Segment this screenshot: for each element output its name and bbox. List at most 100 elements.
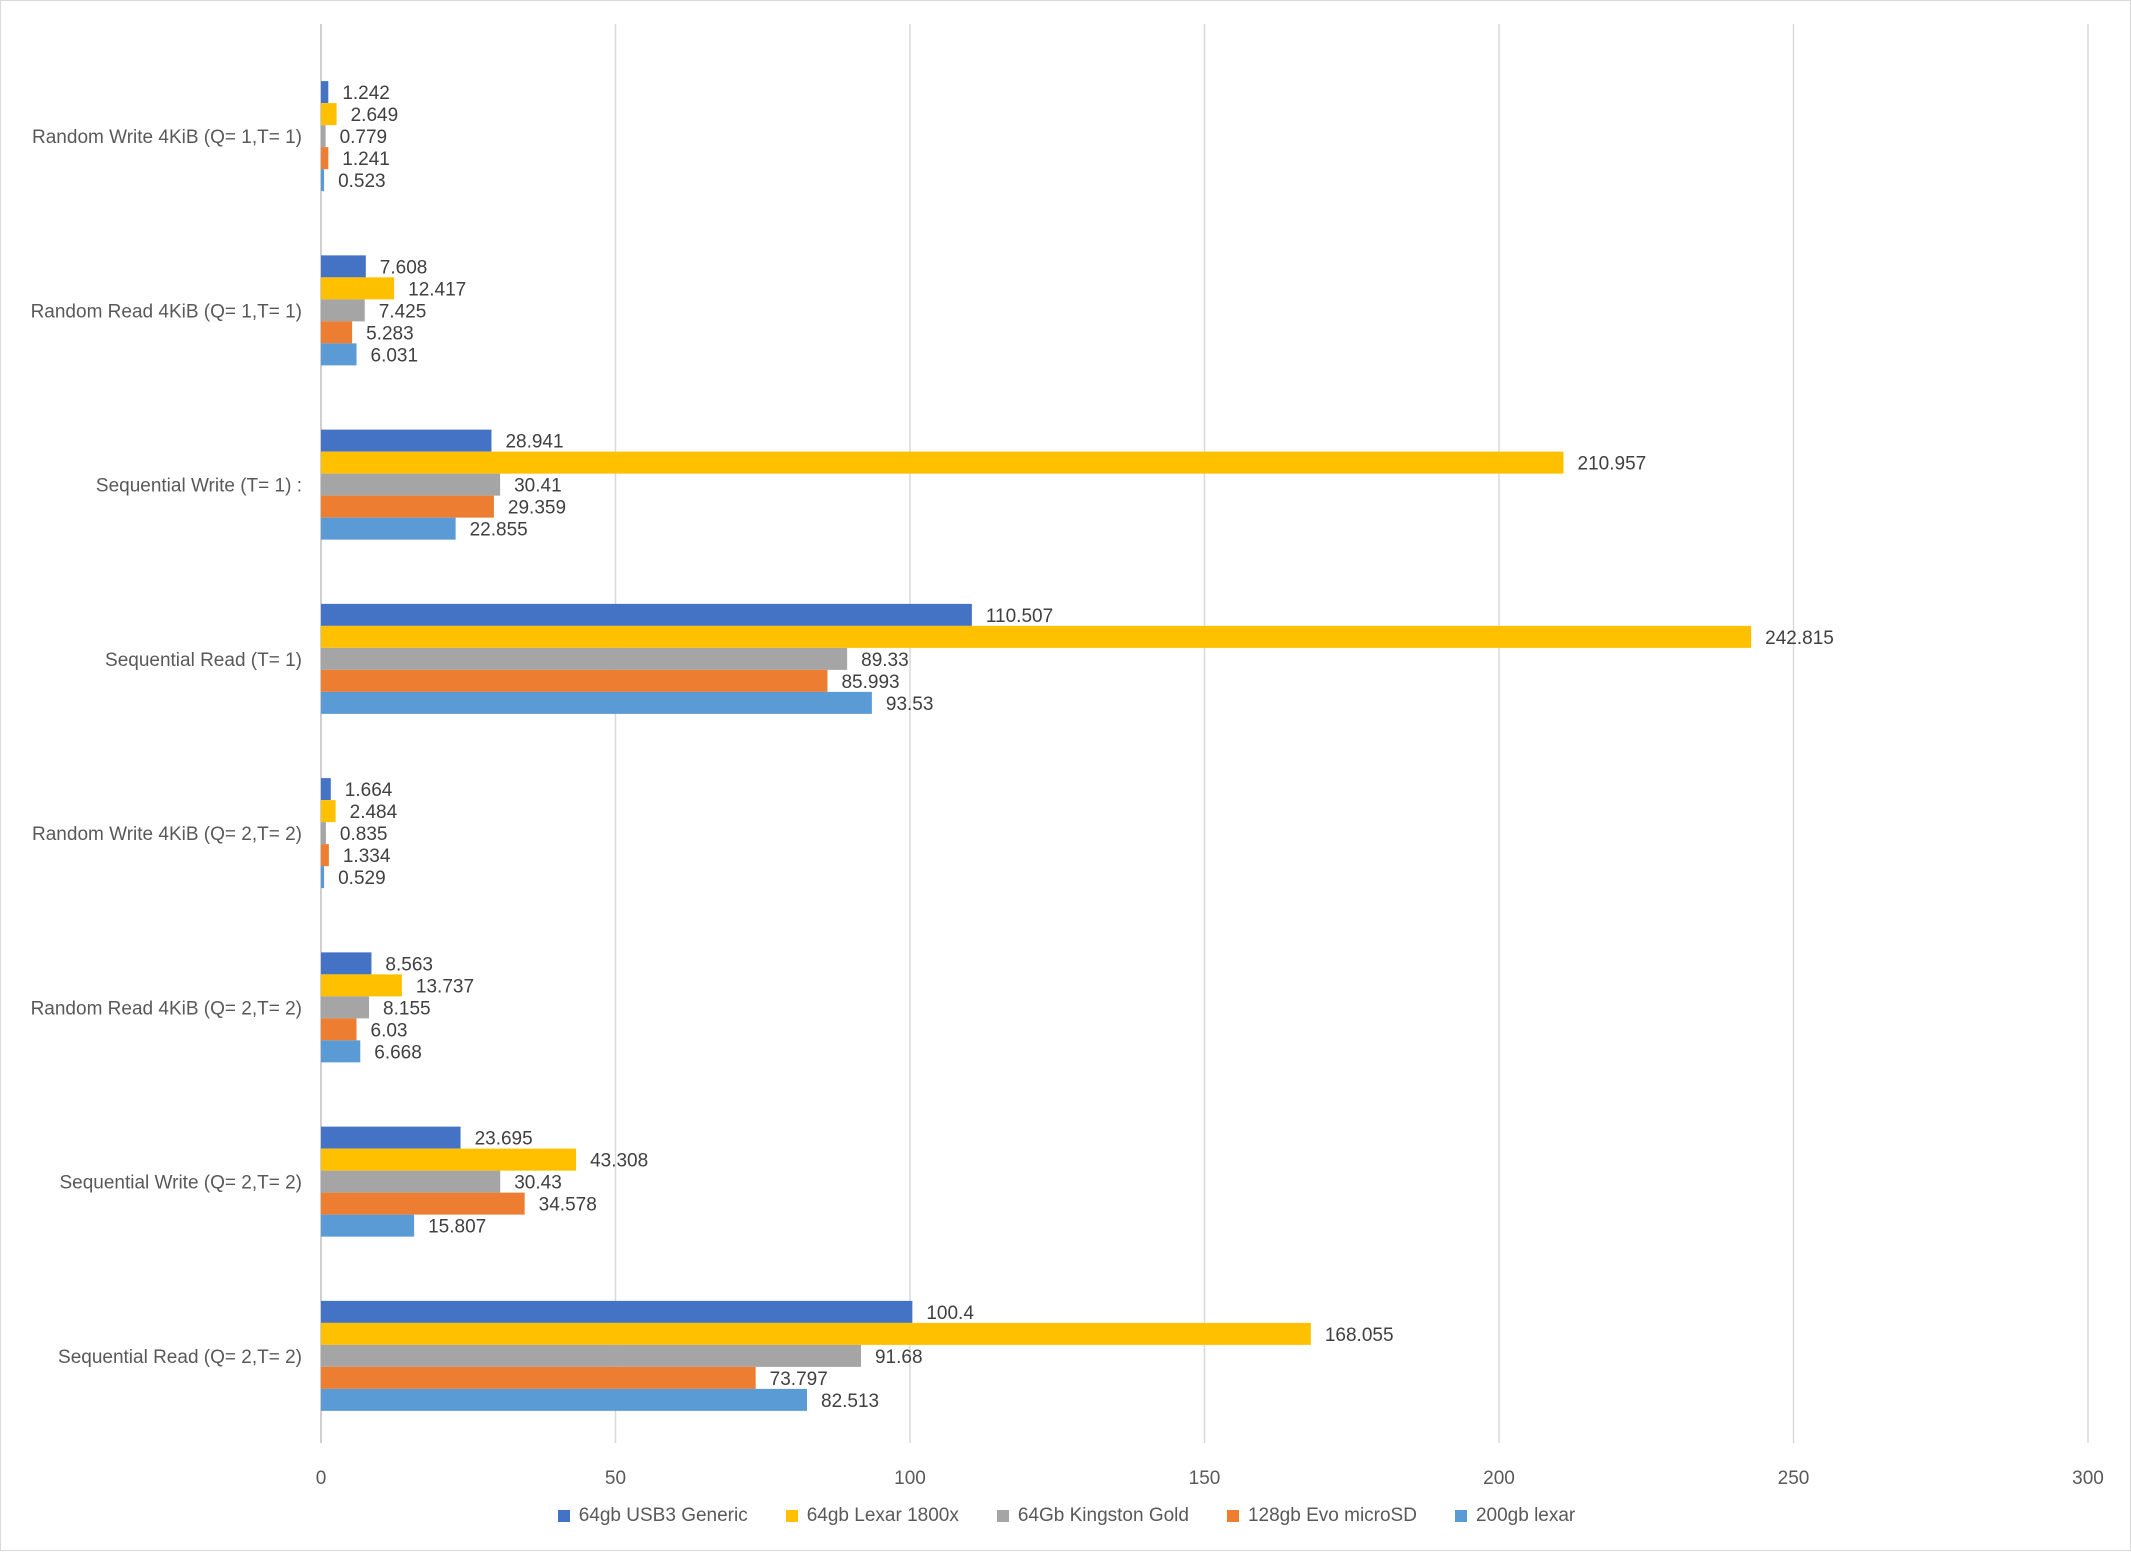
bar <box>321 321 353 344</box>
x-tick-label: 250 <box>1778 1468 1810 1489</box>
bar <box>321 255 366 278</box>
legend-item: 64gb USB3 Generic <box>557 1505 748 1527</box>
category-label: Sequential Read (Q= 2,T= 2) <box>58 1347 302 1368</box>
bar <box>321 1018 357 1041</box>
bar <box>321 844 329 867</box>
data-label: 0.529 <box>338 868 386 889</box>
legend-swatch <box>996 1510 1009 1522</box>
bar <box>321 603 972 626</box>
legend: 64gb USB3 Generic 64gb Lexar 1800x 64Gb Ki… <box>1 1505 2131 1527</box>
data-label: 8.563 <box>385 954 433 975</box>
bar <box>321 429 492 452</box>
bar <box>321 669 828 692</box>
bar <box>321 343 357 366</box>
data-label: 73.797 <box>770 1369 828 1390</box>
data-label: 168.055 <box>1325 1325 1394 1346</box>
legend-swatch <box>1226 1510 1239 1522</box>
category-label: Random Read 4KiB (Q= 2,T= 2) <box>31 998 302 1019</box>
data-label: 15.807 <box>428 1217 486 1238</box>
bar <box>321 1344 861 1367</box>
data-label: 91.68 <box>875 1347 923 1368</box>
bar <box>321 1170 501 1193</box>
category-label: Sequential Write (Q= 2,T= 2) <box>59 1173 302 1194</box>
legend-item: 64gb Lexar 1800x <box>785 1505 959 1527</box>
data-label: 100.4 <box>926 1303 974 1324</box>
legend-item: 64Gb Kingston Gold <box>996 1505 1189 1527</box>
data-label: 23.695 <box>475 1129 533 1150</box>
data-label: 30.41 <box>514 476 562 497</box>
data-label: 1.241 <box>342 149 390 170</box>
x-tick-label: 50 <box>605 1468 626 1489</box>
bar <box>321 81 329 104</box>
x-tick-label: 300 <box>2072 1468 2104 1489</box>
bar <box>321 1040 361 1063</box>
value-axis: 0 50 100 150 200 250 300 <box>316 1468 2104 1489</box>
x-tick-label: 200 <box>1483 1468 1515 1489</box>
data-label: 0.523 <box>338 171 386 192</box>
data-label: 6.03 <box>371 1020 408 1041</box>
data-label: 22.855 <box>470 520 528 541</box>
bar <box>321 866 325 889</box>
bar <box>321 495 494 518</box>
bar <box>321 1366 756 1389</box>
data-label: 28.941 <box>505 432 563 453</box>
category-label: Sequential Read (T= 1) <box>105 650 302 671</box>
bar <box>321 103 337 126</box>
category-axis: Random Write 4KiB (Q= 1,T= 1) Random Read… <box>31 127 302 1368</box>
data-label: 93.53 <box>886 694 934 715</box>
legend-label: 64gb USB3 Generic <box>578 1505 748 1526</box>
data-label: 82.513 <box>821 1391 879 1412</box>
data-label: 1.664 <box>345 780 393 801</box>
bar <box>321 1148 577 1171</box>
data-label: 13.737 <box>416 976 474 997</box>
category-label: Random Write 4KiB (Q= 1,T= 1) <box>32 127 302 148</box>
data-label: 0.835 <box>340 824 388 845</box>
bar <box>321 974 402 997</box>
bar <box>321 1126 461 1149</box>
data-label: 7.608 <box>380 257 428 278</box>
bar <box>321 299 365 322</box>
bar <box>321 1322 1311 1345</box>
gridlines <box>320 24 2089 1443</box>
bar <box>321 1192 525 1215</box>
data-label: 2.649 <box>351 105 399 126</box>
bar <box>321 451 1564 474</box>
data-label: 210.957 <box>1578 454 1647 475</box>
category-label: Random Read 4KiB (Q= 1,T= 1) <box>31 301 302 322</box>
x-tick-label: 100 <box>894 1468 926 1489</box>
category-label: Sequential Write (T= 1) : <box>96 476 302 497</box>
bar <box>321 996 370 1019</box>
data-label: 6.031 <box>371 345 419 366</box>
x-tick-label: 0 <box>316 1468 327 1489</box>
bar <box>321 822 326 845</box>
category-label: Random Write 4KiB (Q= 2,T= 2) <box>32 824 302 845</box>
data-label: 30.43 <box>514 1173 562 1194</box>
data-label: 8.155 <box>383 998 431 1019</box>
legend-label: 128gb Evo microSD <box>1247 1505 1417 1526</box>
data-label: 12.417 <box>408 279 466 300</box>
data-label: 1.242 <box>342 83 390 104</box>
bar <box>321 517 456 540</box>
bar <box>321 625 1752 648</box>
data-label: 0.779 <box>340 127 388 148</box>
bar <box>321 473 501 496</box>
bar <box>321 647 848 670</box>
data-label: 89.33 <box>861 650 909 671</box>
data-label: 1.334 <box>343 846 391 867</box>
data-label: 6.668 <box>374 1042 422 1063</box>
data-label: 5.283 <box>366 323 414 344</box>
data-label: 29.359 <box>508 498 566 519</box>
legend-item: 200gb lexar <box>1454 1505 1575 1527</box>
legend-swatch <box>1454 1510 1467 1522</box>
legend-item: 128gb Evo microSD <box>1226 1505 1417 1527</box>
data-label: 34.578 <box>539 1195 597 1216</box>
bar <box>321 169 325 192</box>
legend-label: 64gb Lexar 1800x <box>806 1505 959 1526</box>
legend-swatch <box>785 1510 798 1522</box>
bar <box>321 691 872 714</box>
data-label: 85.993 <box>841 672 899 693</box>
data-label: 110.507 <box>986 606 1053 627</box>
